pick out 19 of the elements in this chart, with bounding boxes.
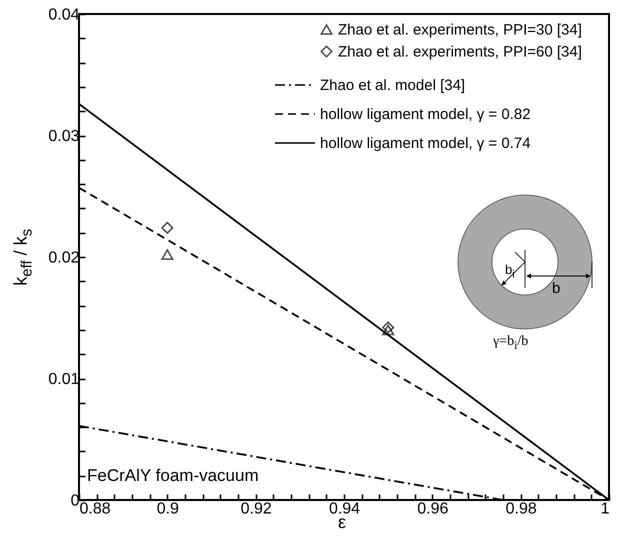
x-tick-label: 1	[600, 500, 610, 518]
annotation: FeCrAlY foam-vacuum	[87, 466, 259, 486]
x-tick-label: 0.94	[328, 500, 360, 518]
annotation: b	[552, 280, 560, 297]
x-tick-label: 0.88	[80, 500, 111, 518]
legend-label: Zhao et al. experiments, PPI=30 [34]	[338, 22, 582, 38]
x-tick-label: 0.92	[240, 500, 272, 518]
x-tick-label: 0.96	[417, 500, 449, 518]
y-tick-label: 0.03	[48, 128, 80, 145]
y-tick-label: 0.01	[48, 371, 80, 388]
x-tick-label: 0.9	[156, 500, 180, 518]
annotation: γ=b$_{i}$/b	[493, 334, 528, 352]
legend-label: hollow ligament model, γ = 0.74	[320, 135, 531, 152]
legend-label: Zhao et al. model [34]	[320, 77, 466, 94]
legend-label: hollow ligament model, γ = 0.82	[320, 106, 531, 123]
legend-label: Zhao et al. experiments, PPI=60 [34]	[338, 44, 582, 60]
y-tick-label: 0.02	[48, 250, 80, 266]
y-tick-label: 0.04	[48, 6, 80, 24]
x-tick-label: 0.98	[506, 500, 537, 518]
